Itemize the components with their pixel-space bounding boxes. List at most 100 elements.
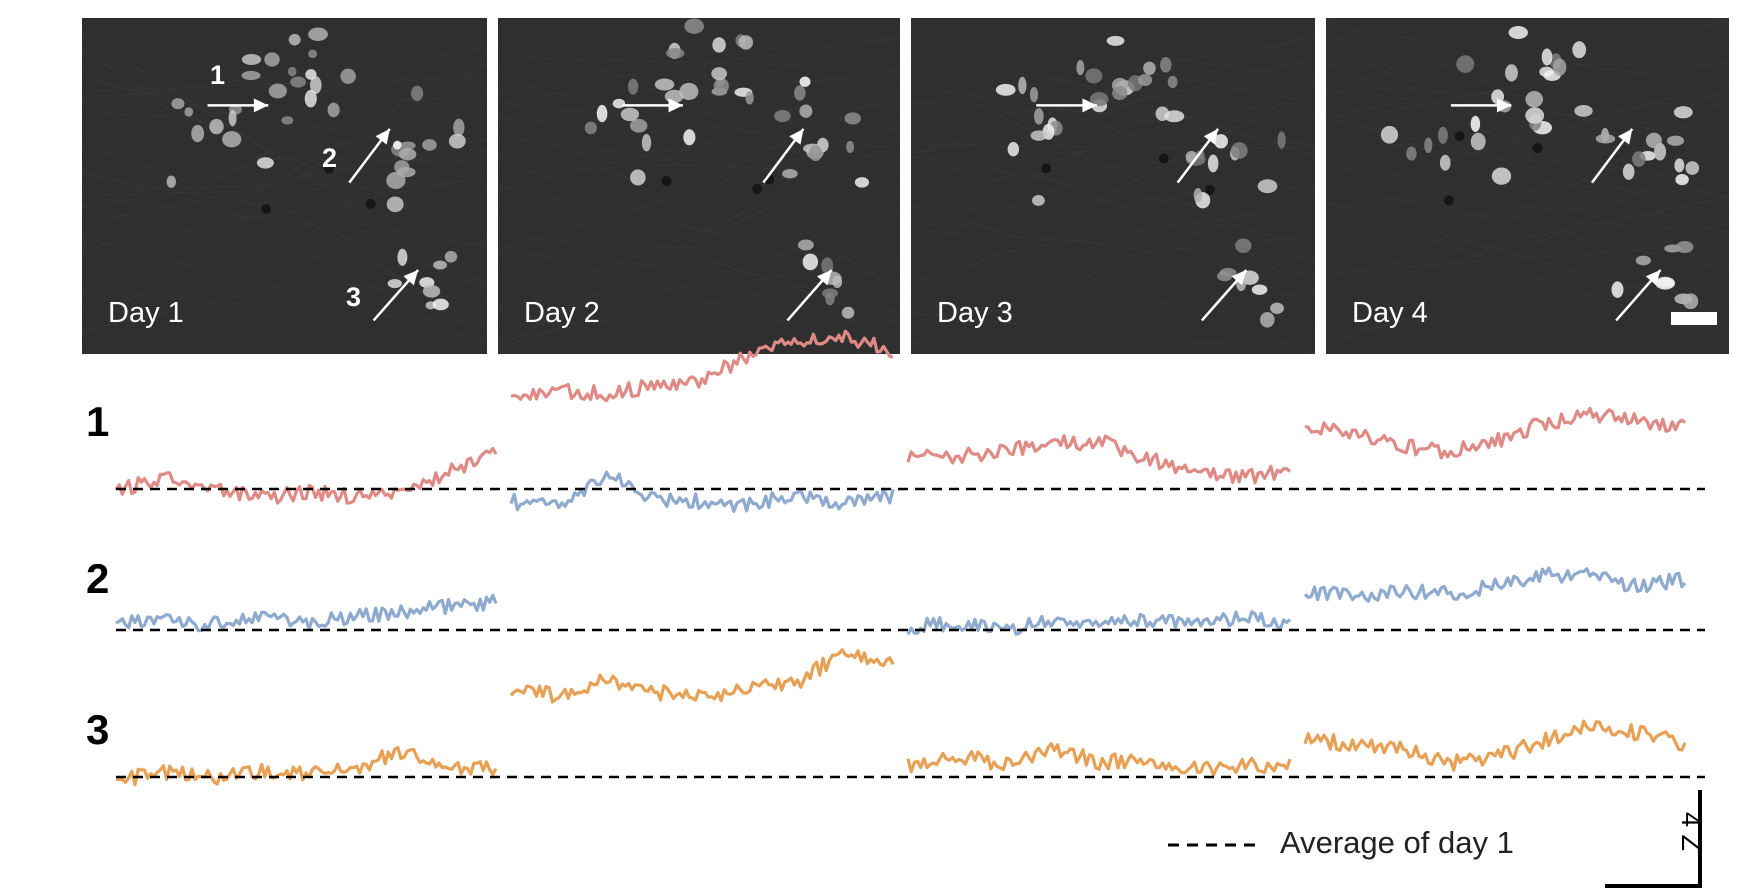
scan-line [82,85,487,331]
scan-line [911,341,1315,344]
trace-cell-2-day-3 [906,610,1292,636]
cell-body [191,124,205,143]
dark-spot [1532,143,1543,154]
cell-body [422,284,441,298]
cell-body [846,140,855,154]
cell-body [1007,142,1020,157]
scan-line [911,145,1315,149]
trace-cell-1-day-2 [510,329,894,403]
cell-body [841,306,855,319]
cell-body [1674,158,1685,173]
image-panel-day-3: Day 3 [911,18,1315,354]
cell-body [630,169,646,186]
scan-line [498,94,900,353]
scan-line [82,175,487,250]
scan-line [82,138,487,225]
cell-body [264,52,280,67]
cell-body [171,98,185,110]
legend-label: Average of day 1 [1280,825,1514,860]
cell-body [1525,107,1545,124]
dark-spot [752,183,763,194]
cell-body [1437,126,1448,144]
scan-line [82,98,487,330]
scan-line [498,145,900,155]
scan-line [1326,87,1729,198]
scan-line [1326,63,1729,234]
scan-line [911,80,1315,125]
trace-cell-3-day-4 [1303,719,1687,772]
image-panel-day-4: Day 4 [1326,18,1729,354]
cell-body [304,89,317,108]
cell-body [444,250,458,263]
day-label-1: Day 1 [108,297,184,329]
cell-body [396,167,416,178]
cell-body [432,298,449,311]
cell-body [184,107,194,117]
scan-line [1326,131,1729,330]
trace-cell-1-day-3 [906,434,1292,485]
scan-line [1326,63,1729,67]
scan-line [498,68,900,222]
cell-body [1112,86,1128,101]
scan-line [1326,92,1729,158]
scan-line [498,98,900,190]
arrow-head-2 [1618,128,1633,145]
cell-body [799,76,811,87]
cell-body [1251,284,1268,295]
scan-line [498,90,900,273]
scan-line [911,203,1315,330]
cell-body [398,148,417,161]
scan-line [911,58,1315,155]
scan-line [82,32,487,288]
cell-body [1675,173,1689,186]
cell-body [1505,64,1518,82]
trace-cell-3-day-1 [115,745,498,787]
scan-line [1326,184,1729,271]
day-label-2: Day 2 [524,297,600,329]
cell-body [310,76,322,94]
scan-line [82,32,487,293]
cell-body [222,131,242,148]
day-label-3: Day 3 [937,297,1013,329]
day-label-4: Day 4 [1352,297,1428,329]
cell-body [774,110,791,123]
cell-body [1270,302,1284,314]
scan-line [911,312,1315,354]
cell-body [995,83,1016,96]
scan-line [498,244,900,353]
dark-spot [365,198,376,209]
scan-line [1326,197,1729,278]
scan-line [911,217,1315,354]
scan-line [911,204,1315,267]
scan-line [1326,36,1729,279]
cell-body [453,118,465,137]
cell-field-day-3 [911,24,1315,354]
scan-line [1326,100,1729,320]
scan-line [1326,168,1729,197]
cell-body [1032,195,1045,206]
scan-line [82,152,487,164]
arrow-head-2 [789,128,804,145]
arrow-head-3 [816,270,832,286]
cell-body [1491,167,1512,185]
cell-body [387,278,403,289]
scan-line [1326,85,1729,302]
cell-body [209,118,224,135]
scan-line [1326,146,1729,350]
arrow-head-1 [253,98,269,113]
cell-body [1030,130,1048,141]
cell-body [802,253,819,271]
cell-body [713,77,729,95]
scan-line [498,101,900,150]
scan-line [911,160,1315,245]
scan-line [498,157,900,174]
cell-body [228,109,237,127]
cell-field-day-2 [498,18,900,353]
cell-body [797,239,814,251]
dark-spot [1443,195,1454,206]
cell-body [1632,151,1646,167]
cell-body [1207,154,1219,173]
cell-body [641,133,652,152]
cell-body [1595,133,1616,144]
